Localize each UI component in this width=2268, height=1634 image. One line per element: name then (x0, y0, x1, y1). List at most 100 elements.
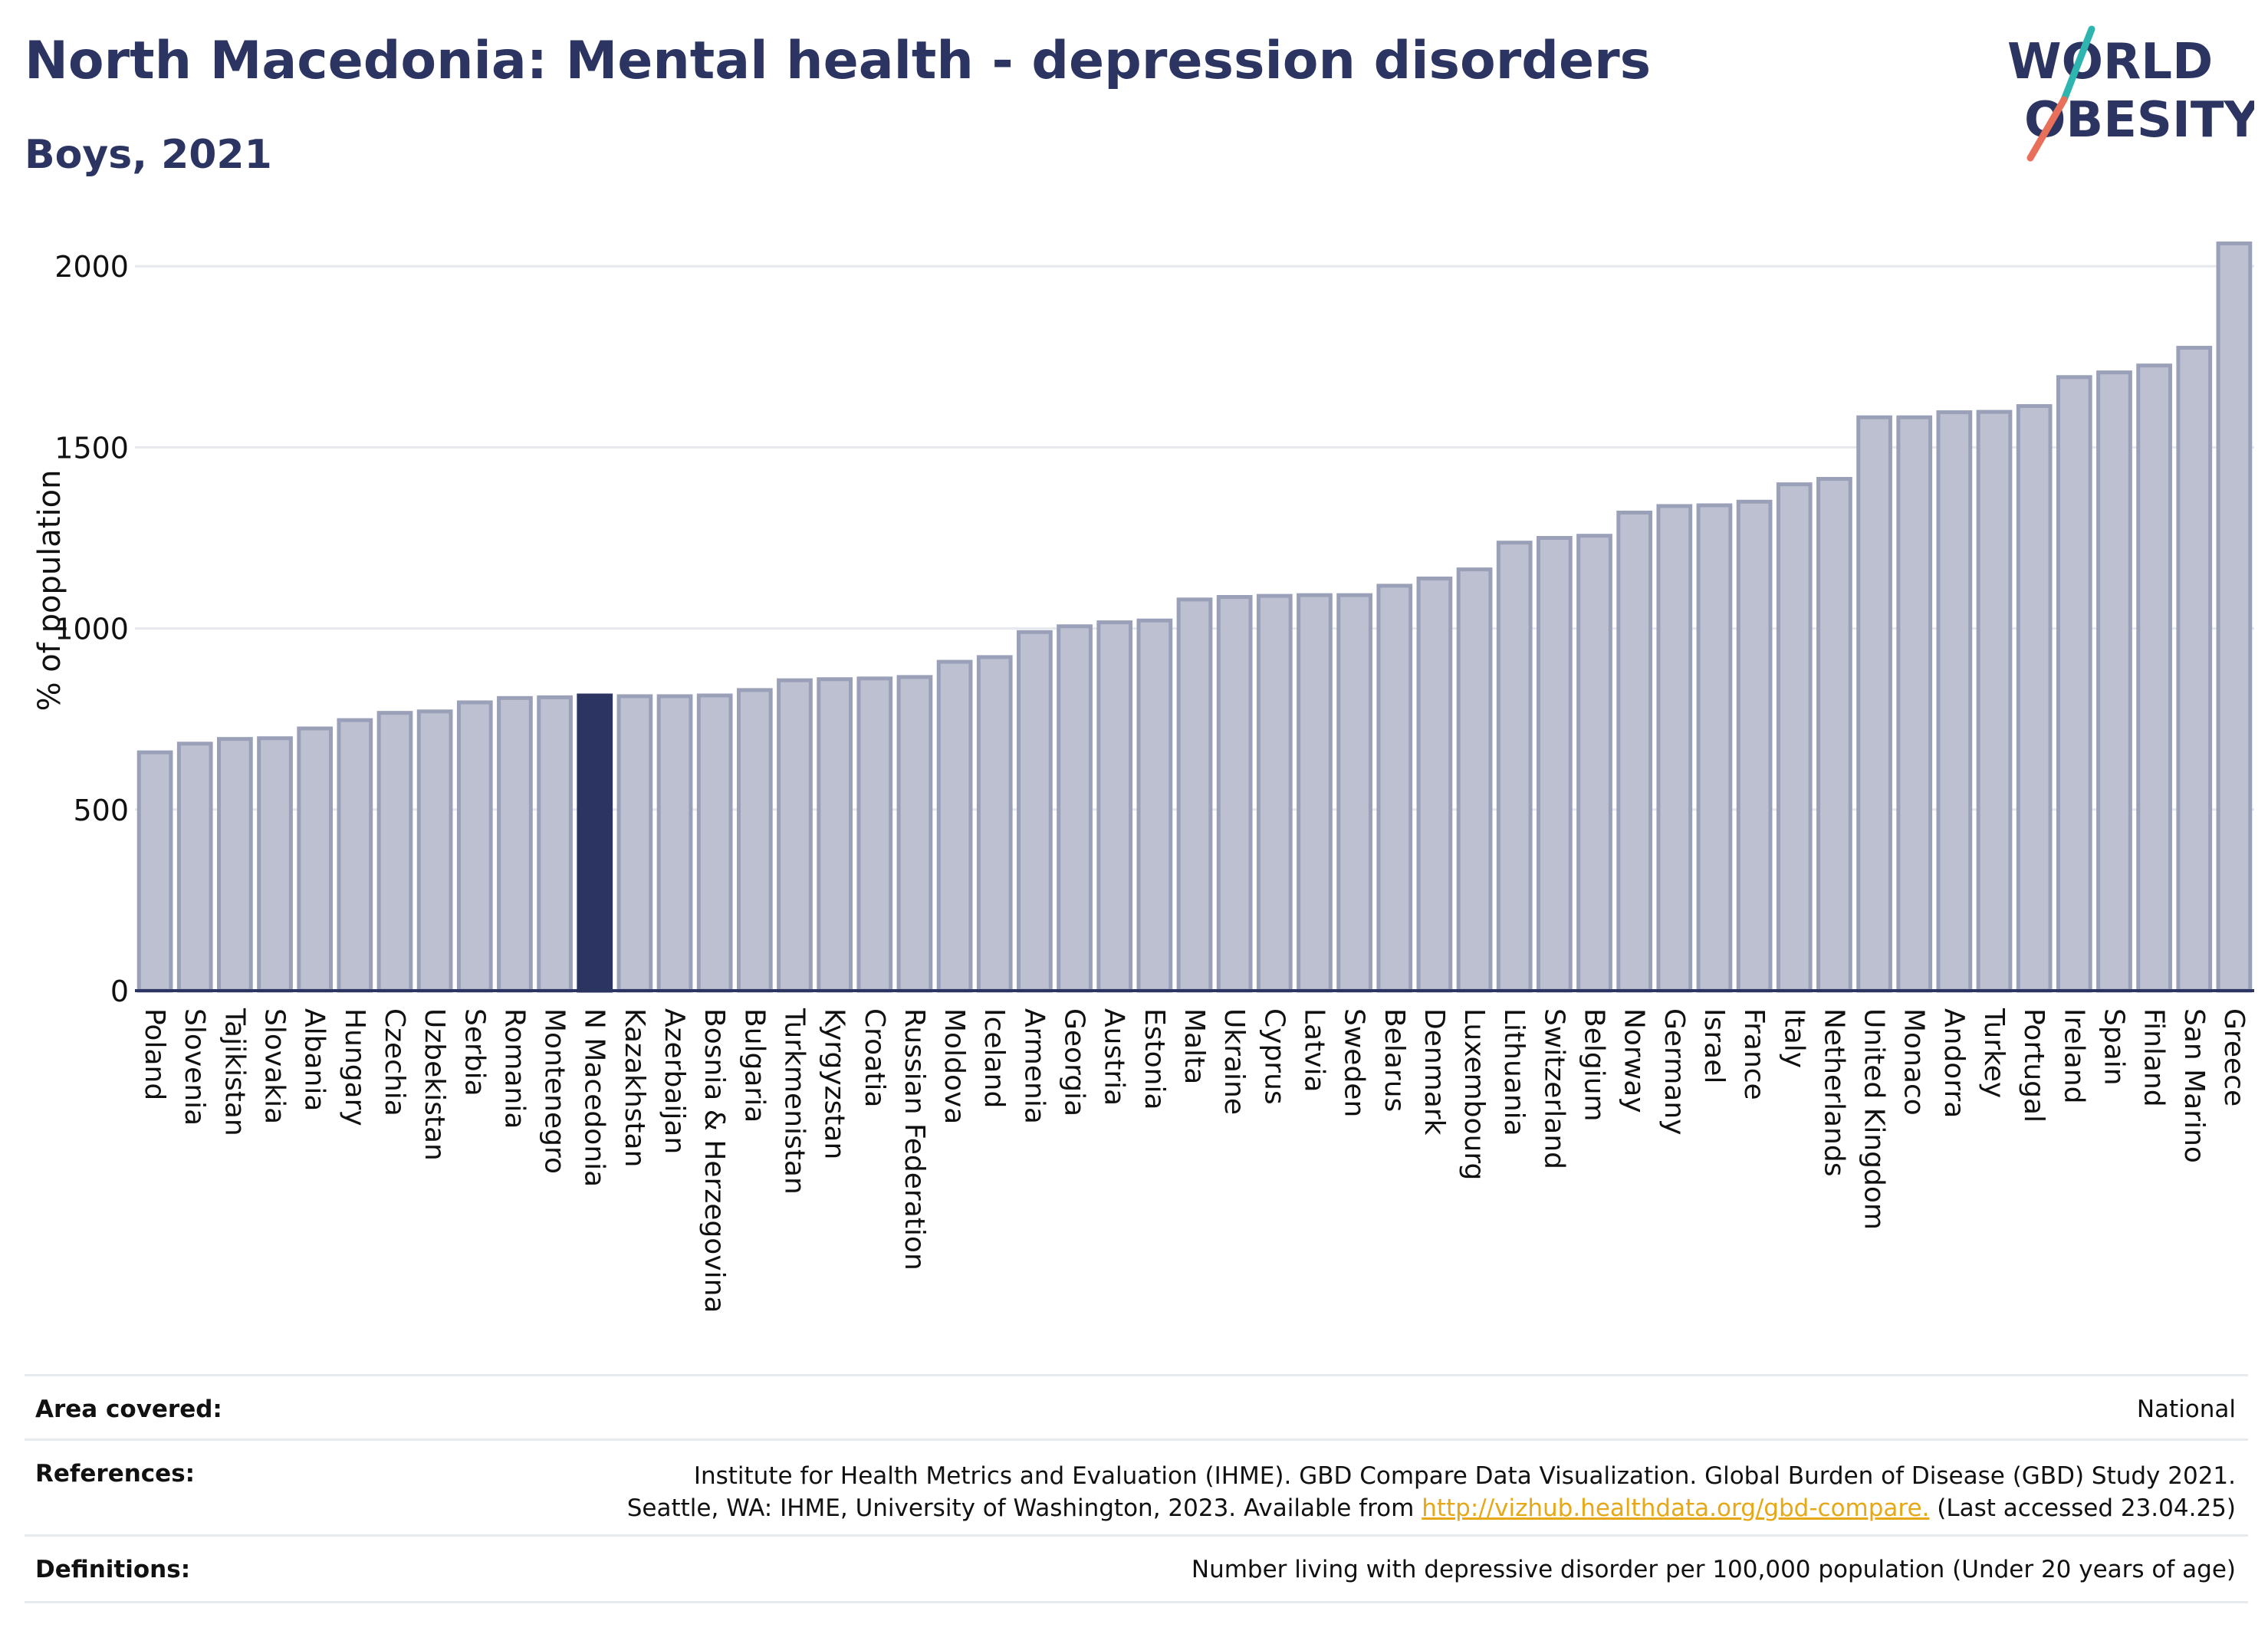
x-tick-label: Serbia (459, 1008, 490, 1096)
x-tick-label: Croatia (859, 1008, 890, 1107)
bar-hungary (337, 718, 373, 993)
bar-france (1736, 499, 1773, 993)
bar-n-macedonia (577, 693, 613, 993)
x-tick-label: Monaco (1898, 1008, 1930, 1116)
bar-ukraine (1216, 595, 1253, 993)
bar-uzbekistan (416, 709, 453, 993)
x-tick-label: Iceland (978, 1008, 1010, 1108)
references-line-2: Seattle, WA: IHME, University of Washing… (25, 1492, 2236, 1524)
bar-montenegro (537, 695, 573, 993)
x-tick-label: Andorra (1938, 1008, 1970, 1118)
references-link[interactable]: http://vizhub.healthdata.org/gbd-compare… (1422, 1494, 1930, 1522)
x-tick-label: Latvia (1298, 1008, 1330, 1093)
x-tick-label: United Kingdom (1859, 1008, 1890, 1230)
x-tick-label: Netherlands (1818, 1008, 1849, 1176)
bar-portugal (2016, 404, 2053, 993)
bar-belarus (1376, 584, 1413, 993)
area-label: Area covered: (35, 1396, 222, 1423)
bar-cyprus (1256, 593, 1293, 993)
bar-united-kingdom (1856, 415, 1892, 993)
y-axis-label: % of population (32, 470, 67, 712)
bar-tajikistan (217, 737, 253, 993)
bar-netherlands (1816, 477, 1852, 993)
logo-word-world: WORLD (2007, 34, 2213, 90)
references-label: References: (35, 1460, 196, 1488)
logo-slash-coral (2026, 96, 2068, 162)
x-tick-label: Malta (1178, 1008, 1210, 1084)
bar-azerbaijan (656, 694, 693, 993)
references-line-1: Institute for Health Metrics and Evaluat… (693, 1462, 2236, 1490)
bar-italy (1776, 482, 1813, 993)
bar-iceland (976, 655, 1013, 993)
x-tick-label: Switzerland (1538, 1008, 1570, 1169)
bar-austria (1096, 620, 1133, 993)
x-tick-label: Slovakia (259, 1008, 291, 1124)
bar-kyrgyzstan (817, 677, 853, 993)
bar-czechia (376, 711, 413, 993)
definitions-label: Definitions: (35, 1556, 191, 1583)
bar-germany (1656, 504, 1693, 993)
bar-norway (1616, 510, 1653, 993)
metadata-table: Area covered: National References: Insti… (25, 1374, 2248, 1603)
references-value: Institute for Health Metrics and Evaluat… (25, 1441, 2248, 1524)
bar-kazakhstan (616, 694, 653, 993)
world-obesity-logo: WORLD OBESITY (2007, 25, 2254, 162)
x-tick-label: Cyprus (1258, 1008, 1290, 1105)
area-value: National (2136, 1396, 2236, 1423)
x-tick-label: Slovenia (179, 1008, 210, 1126)
x-tick-label: Bulgaria (738, 1008, 770, 1123)
x-tick-label: Azerbaijan (659, 1008, 690, 1154)
page-subtitle: Boys, 2021 (25, 132, 272, 178)
x-tick-label: Czechia (379, 1008, 410, 1116)
bar-luxembourg (1456, 567, 1493, 993)
x-tick-label: San Marino (2178, 1008, 2210, 1163)
meta-row-area: Area covered: National (25, 1374, 2248, 1438)
x-tick-label: Uzbekistan (419, 1008, 450, 1161)
bar-albania (297, 726, 334, 993)
x-tick-label: Austria (1099, 1008, 1130, 1106)
bars (136, 241, 2253, 993)
references-line-2-suffix: (Last accessed 23.04.25) (1929, 1494, 2236, 1522)
x-tick-label: Germany (1658, 1008, 1690, 1135)
bar-georgia (1057, 624, 1093, 993)
y-tick-label: 1000 (54, 613, 129, 646)
x-tick-label: Portugal (2018, 1008, 2049, 1123)
x-tick-label: France (1738, 1008, 1770, 1100)
bar-belgium (1576, 534, 1612, 993)
x-tick-label: Kazakhstan (619, 1008, 650, 1167)
x-tick-label: N Macedonia (579, 1008, 610, 1187)
references-line-2-prefix: Seattle, WA: IHME, University of Washing… (626, 1494, 1422, 1522)
bar-croatia (856, 676, 893, 993)
y-tick-label: 500 (73, 794, 129, 827)
bar-lithuania (1496, 541, 1533, 993)
x-tick-label: Romania (498, 1008, 530, 1129)
y-tick-label: 1500 (54, 431, 129, 465)
bar-bulgaria (736, 688, 773, 993)
bar-finland (2136, 363, 2172, 993)
bar-israel (1696, 503, 1733, 993)
x-tick-label: Spain (2098, 1008, 2129, 1086)
x-tick-label: Denmark (1418, 1008, 1450, 1136)
bar-san-marino (2176, 346, 2213, 993)
bar-russian-federation (896, 675, 933, 993)
page-title: North Macedonia: Mental health - depress… (25, 31, 1652, 91)
x-tick-label: Poland (139, 1008, 170, 1100)
meta-row-references: References: Institute for Health Metrics… (25, 1438, 2248, 1534)
bar-latvia (1297, 593, 1333, 993)
x-tick-label: Luxembourg (1458, 1008, 1490, 1180)
x-tick-label: Georgia (1059, 1008, 1090, 1116)
x-tick-label: Armenia (1018, 1008, 1050, 1124)
definitions-value: Number living with depressive disorder p… (1191, 1556, 2236, 1583)
x-tick-label: Sweden (1339, 1008, 1370, 1117)
x-tick-label: Belarus (1379, 1008, 1410, 1112)
bar-ireland (2056, 375, 2092, 993)
bar-sweden (1336, 593, 1372, 993)
x-tick-label: Italy (1778, 1008, 1809, 1068)
x-tick-label: Norway (1619, 1008, 1650, 1113)
bar-turkmenistan (777, 678, 813, 993)
logo-slash-teal (2060, 25, 2095, 104)
bar-spain (2096, 370, 2132, 993)
y-tick-label: 2000 (54, 250, 129, 284)
bar-slovenia (176, 741, 213, 993)
x-tick-label: Bosnia & Herzegovina (698, 1008, 730, 1313)
